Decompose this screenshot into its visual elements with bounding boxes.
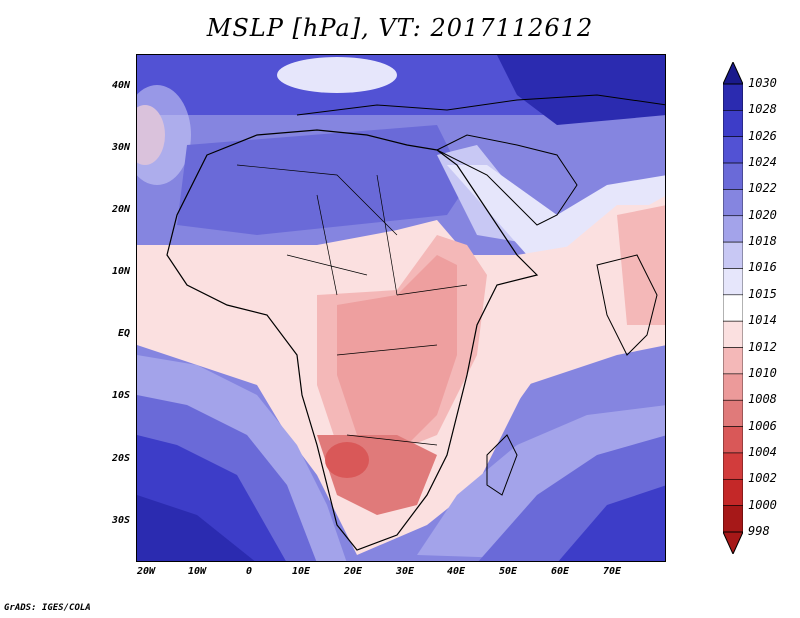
lon-label-0: 0: [245, 566, 253, 577]
colorbar-label: 1010: [748, 365, 777, 380]
lon-label-50e: 50E: [498, 566, 518, 577]
colorbar-label: 1030: [748, 76, 777, 90]
colorbar-label: 1002: [748, 471, 777, 486]
lon-label-30e: 30E: [395, 566, 415, 577]
colorbar-cell: [723, 373, 743, 401]
lon-label-70e: 70E: [602, 566, 622, 577]
colorbar-cell: [723, 347, 743, 375]
colorbar-cell: [723, 110, 743, 138]
colorbar-cell: [723, 478, 743, 506]
colorbar-cell: [723, 452, 743, 480]
colorbar-label: 1008: [748, 392, 777, 407]
lon-label-10w: 10W: [187, 566, 207, 577]
colorbar-cell: [723, 241, 743, 269]
colorbar-top-arrow: [723, 62, 743, 85]
grads-credit: GrADS: IGES/COLA: [4, 603, 91, 613]
colorbar-label: 1012: [748, 339, 777, 354]
colorbar-label: 1018: [748, 234, 777, 249]
colorbar-cell: [723, 268, 743, 296]
lon-label-10e: 10E: [291, 566, 311, 577]
colorbar-label: 1016: [748, 260, 777, 275]
colorbar-label: 1006: [748, 418, 777, 433]
colorbar-label: 1014: [748, 313, 777, 328]
colorbar-label: 1028: [748, 102, 777, 117]
lon-label-20w: 20W: [136, 566, 156, 577]
colorbar-cell: [723, 399, 743, 427]
map-title: MSLP [hPa], VT: 2017112612: [206, 14, 594, 42]
colorbar-label: 1000: [748, 497, 777, 512]
colorbar-label: 998: [748, 524, 770, 538]
colorbar-cell: [723, 189, 743, 217]
lat-label-10s: 10S: [111, 390, 130, 401]
lat-label-40n: 40N: [111, 80, 130, 91]
colorbar-label: 1022: [748, 181, 777, 196]
colorbar-cell: [723, 320, 743, 348]
colorbar-cell: [723, 162, 743, 190]
lat-label-20n: 20N: [111, 204, 130, 215]
colorbar-cell: [723, 426, 743, 454]
colorbar-cell: [723, 136, 743, 164]
colorbar-bottom-arrow: [723, 531, 743, 554]
map-plot-area: [136, 54, 666, 562]
lon-label-40e: 40E: [446, 566, 466, 577]
colorbar-cell: [723, 294, 743, 322]
mslp-field: [137, 55, 665, 561]
colorbar-cell: [723, 215, 743, 243]
colorbar-cell: [723, 505, 743, 533]
colorbar-label: 1026: [748, 128, 777, 143]
colorbar-label: 1020: [748, 207, 777, 222]
colorbar-label: 1024: [748, 155, 777, 170]
lat-label-30s: 30S: [111, 515, 130, 526]
colorbar-label: 1015: [748, 286, 777, 301]
lat-label-eq: EQ: [117, 328, 130, 339]
colorbar: [723, 62, 743, 554]
lat-label-20s: 20S: [111, 453, 130, 464]
colorbar-cell: [723, 83, 743, 111]
lon-label-20e: 20E: [343, 566, 363, 577]
colorbar-label: 1004: [748, 444, 777, 459]
lat-label-10n: 10N: [111, 266, 130, 277]
lon-label-60e: 60E: [550, 566, 570, 577]
lat-label-30n: 30N: [111, 142, 130, 153]
